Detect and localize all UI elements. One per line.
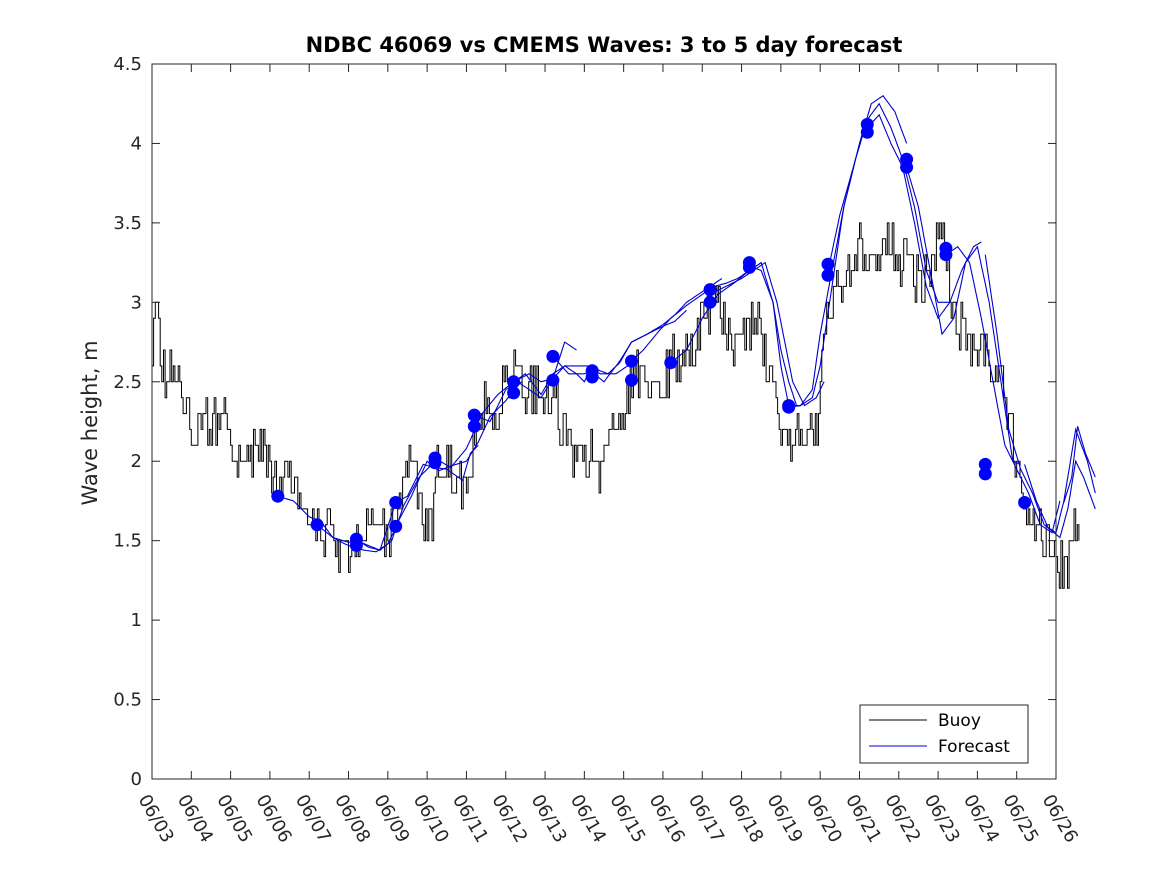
- forecast-line-10: [631, 262, 762, 362]
- x-tick-label: 06/10: [409, 791, 453, 846]
- y-tick-label: 4.5: [113, 54, 142, 75]
- x-tick-label: 06/12: [487, 791, 531, 846]
- plot-frame: [151, 63, 1057, 780]
- x-tick-label: 06/05: [212, 791, 256, 846]
- forecast-line-6: [474, 365, 593, 423]
- forecast-marker-27: [821, 268, 835, 282]
- forecast-marker-9: [467, 408, 481, 422]
- y-tick-label: 1: [131, 610, 142, 631]
- forecast-marker-26: [821, 257, 835, 271]
- x-tick-label: 06/13: [527, 791, 571, 846]
- forecast-line-14: [788, 95, 908, 408]
- x-tick-label: 06/11: [448, 791, 492, 846]
- forecast-line-12: [709, 261, 825, 407]
- forecast-marker-25: [782, 400, 796, 414]
- forecast-marker-29: [860, 125, 874, 139]
- x-tick-label: 06/08: [330, 791, 374, 846]
- forecast-marker-23: [742, 260, 756, 274]
- forecast-marker-14: [546, 373, 560, 387]
- y-tick-label: 0.5: [113, 690, 142, 711]
- forecast-marker-6: [389, 519, 403, 533]
- x-tick-label: 06/04: [173, 791, 217, 846]
- forecast-line-21: [1063, 426, 1096, 503]
- x-tick-label: 06/03: [134, 791, 178, 846]
- x-tick-label: 06/20: [802, 791, 846, 846]
- forecast-marker-19: [664, 356, 678, 370]
- forecast-marker-20: [703, 283, 717, 297]
- x-tick-label: 06/22: [880, 791, 924, 846]
- forecast-markers: [271, 117, 1032, 552]
- forecast-line-15: [827, 102, 950, 303]
- plot-area: [151, 63, 1096, 780]
- forecast-marker-16: [585, 370, 599, 384]
- y-tick-label: 1.5: [113, 531, 142, 552]
- chart-title: NDBC 46069 vs CMEMS Waves: 3 to 5 day fo…: [306, 33, 903, 57]
- x-tick-label: 06/16: [645, 791, 689, 846]
- x-tick-label: 06/06: [252, 791, 296, 846]
- forecast-line-20: [1024, 459, 1096, 539]
- x-tick-label: 06/25: [998, 791, 1042, 846]
- forecast-marker-21: [703, 295, 717, 309]
- forecast-marker-1: [271, 489, 285, 503]
- forecast-marker-2: [310, 518, 324, 532]
- legend-buoy-label: Buoy: [938, 711, 981, 731]
- x-tick-label: 06/19: [763, 791, 807, 846]
- y-axis-label: Wave height, m: [78, 340, 102, 505]
- x-tick-label: 06/26: [1038, 791, 1082, 846]
- forecast-marker-34: [978, 457, 992, 471]
- legend-box: [859, 704, 1029, 764]
- forecast-line-13: [749, 159, 857, 407]
- x-tick-label: 06/21: [841, 791, 885, 846]
- forecast-line-16: [866, 113, 982, 320]
- forecast-line-17: [906, 167, 1021, 465]
- forecast-marker-12: [507, 386, 521, 400]
- x-tick-label: 06/09: [369, 791, 413, 846]
- forecast-line-18: [945, 245, 1061, 534]
- forecast-line-9: [591, 278, 723, 383]
- buoy-series: [152, 222, 1080, 589]
- forecast-line-4: [395, 381, 522, 527]
- y-tick-label: 3: [131, 292, 142, 313]
- forecast-series: [277, 95, 1096, 553]
- x-tick-label: 06/14: [566, 791, 610, 846]
- y-tick-label: 4: [131, 133, 142, 154]
- legend: Buoy Forecast: [859, 704, 1029, 764]
- forecast-marker-31: [900, 160, 914, 174]
- forecast-marker-11: [507, 375, 521, 389]
- legend-forecast-label: Forecast: [938, 737, 1010, 757]
- forecast-marker-8: [428, 456, 442, 470]
- x-tick-label: 06/17: [684, 791, 728, 846]
- x-tick-label: 06/07: [291, 791, 335, 846]
- y-tick-label: 2.5: [113, 372, 142, 393]
- forecast-line-11: [670, 261, 798, 406]
- forecast-marker-13: [546, 349, 560, 363]
- forecast-marker-18: [625, 373, 638, 387]
- forecast-marker-17: [625, 354, 638, 368]
- plot-background: [152, 64, 1056, 779]
- y-tick-label: 0: [131, 769, 142, 790]
- forecast-marker-35: [978, 467, 992, 481]
- forecast-marker-36: [1018, 496, 1032, 509]
- x-tick-label: 06/15: [605, 791, 649, 846]
- buoy-line: [152, 222, 1080, 589]
- forecast-marker-33: [939, 248, 953, 262]
- forecast-line-1: [277, 495, 397, 553]
- x-tick-label: 06/18: [723, 791, 767, 846]
- forecast-marker-5: [389, 496, 403, 509]
- x-tick-label: 06/24: [959, 791, 1003, 846]
- y-tick-label: 2: [131, 451, 142, 472]
- forecast-marker-10: [467, 419, 481, 433]
- forecast-marker-4: [349, 538, 363, 552]
- forecast-line-3: [356, 444, 479, 551]
- x-tick-label: 06/23: [920, 791, 964, 846]
- y-tick-label: 3.5: [113, 213, 142, 234]
